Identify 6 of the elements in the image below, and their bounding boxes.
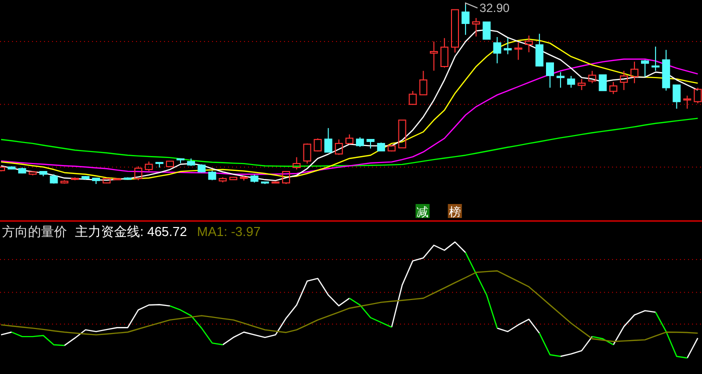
text: 减 [416,205,429,219]
text: 主力资金线: 465.72 [75,224,187,239]
text: 榜 [448,205,461,219]
text: MA1: -3.97 [197,224,261,239]
annotation: 32.90 [480,1,510,15]
chart-title: 方向的量价 [2,224,67,239]
